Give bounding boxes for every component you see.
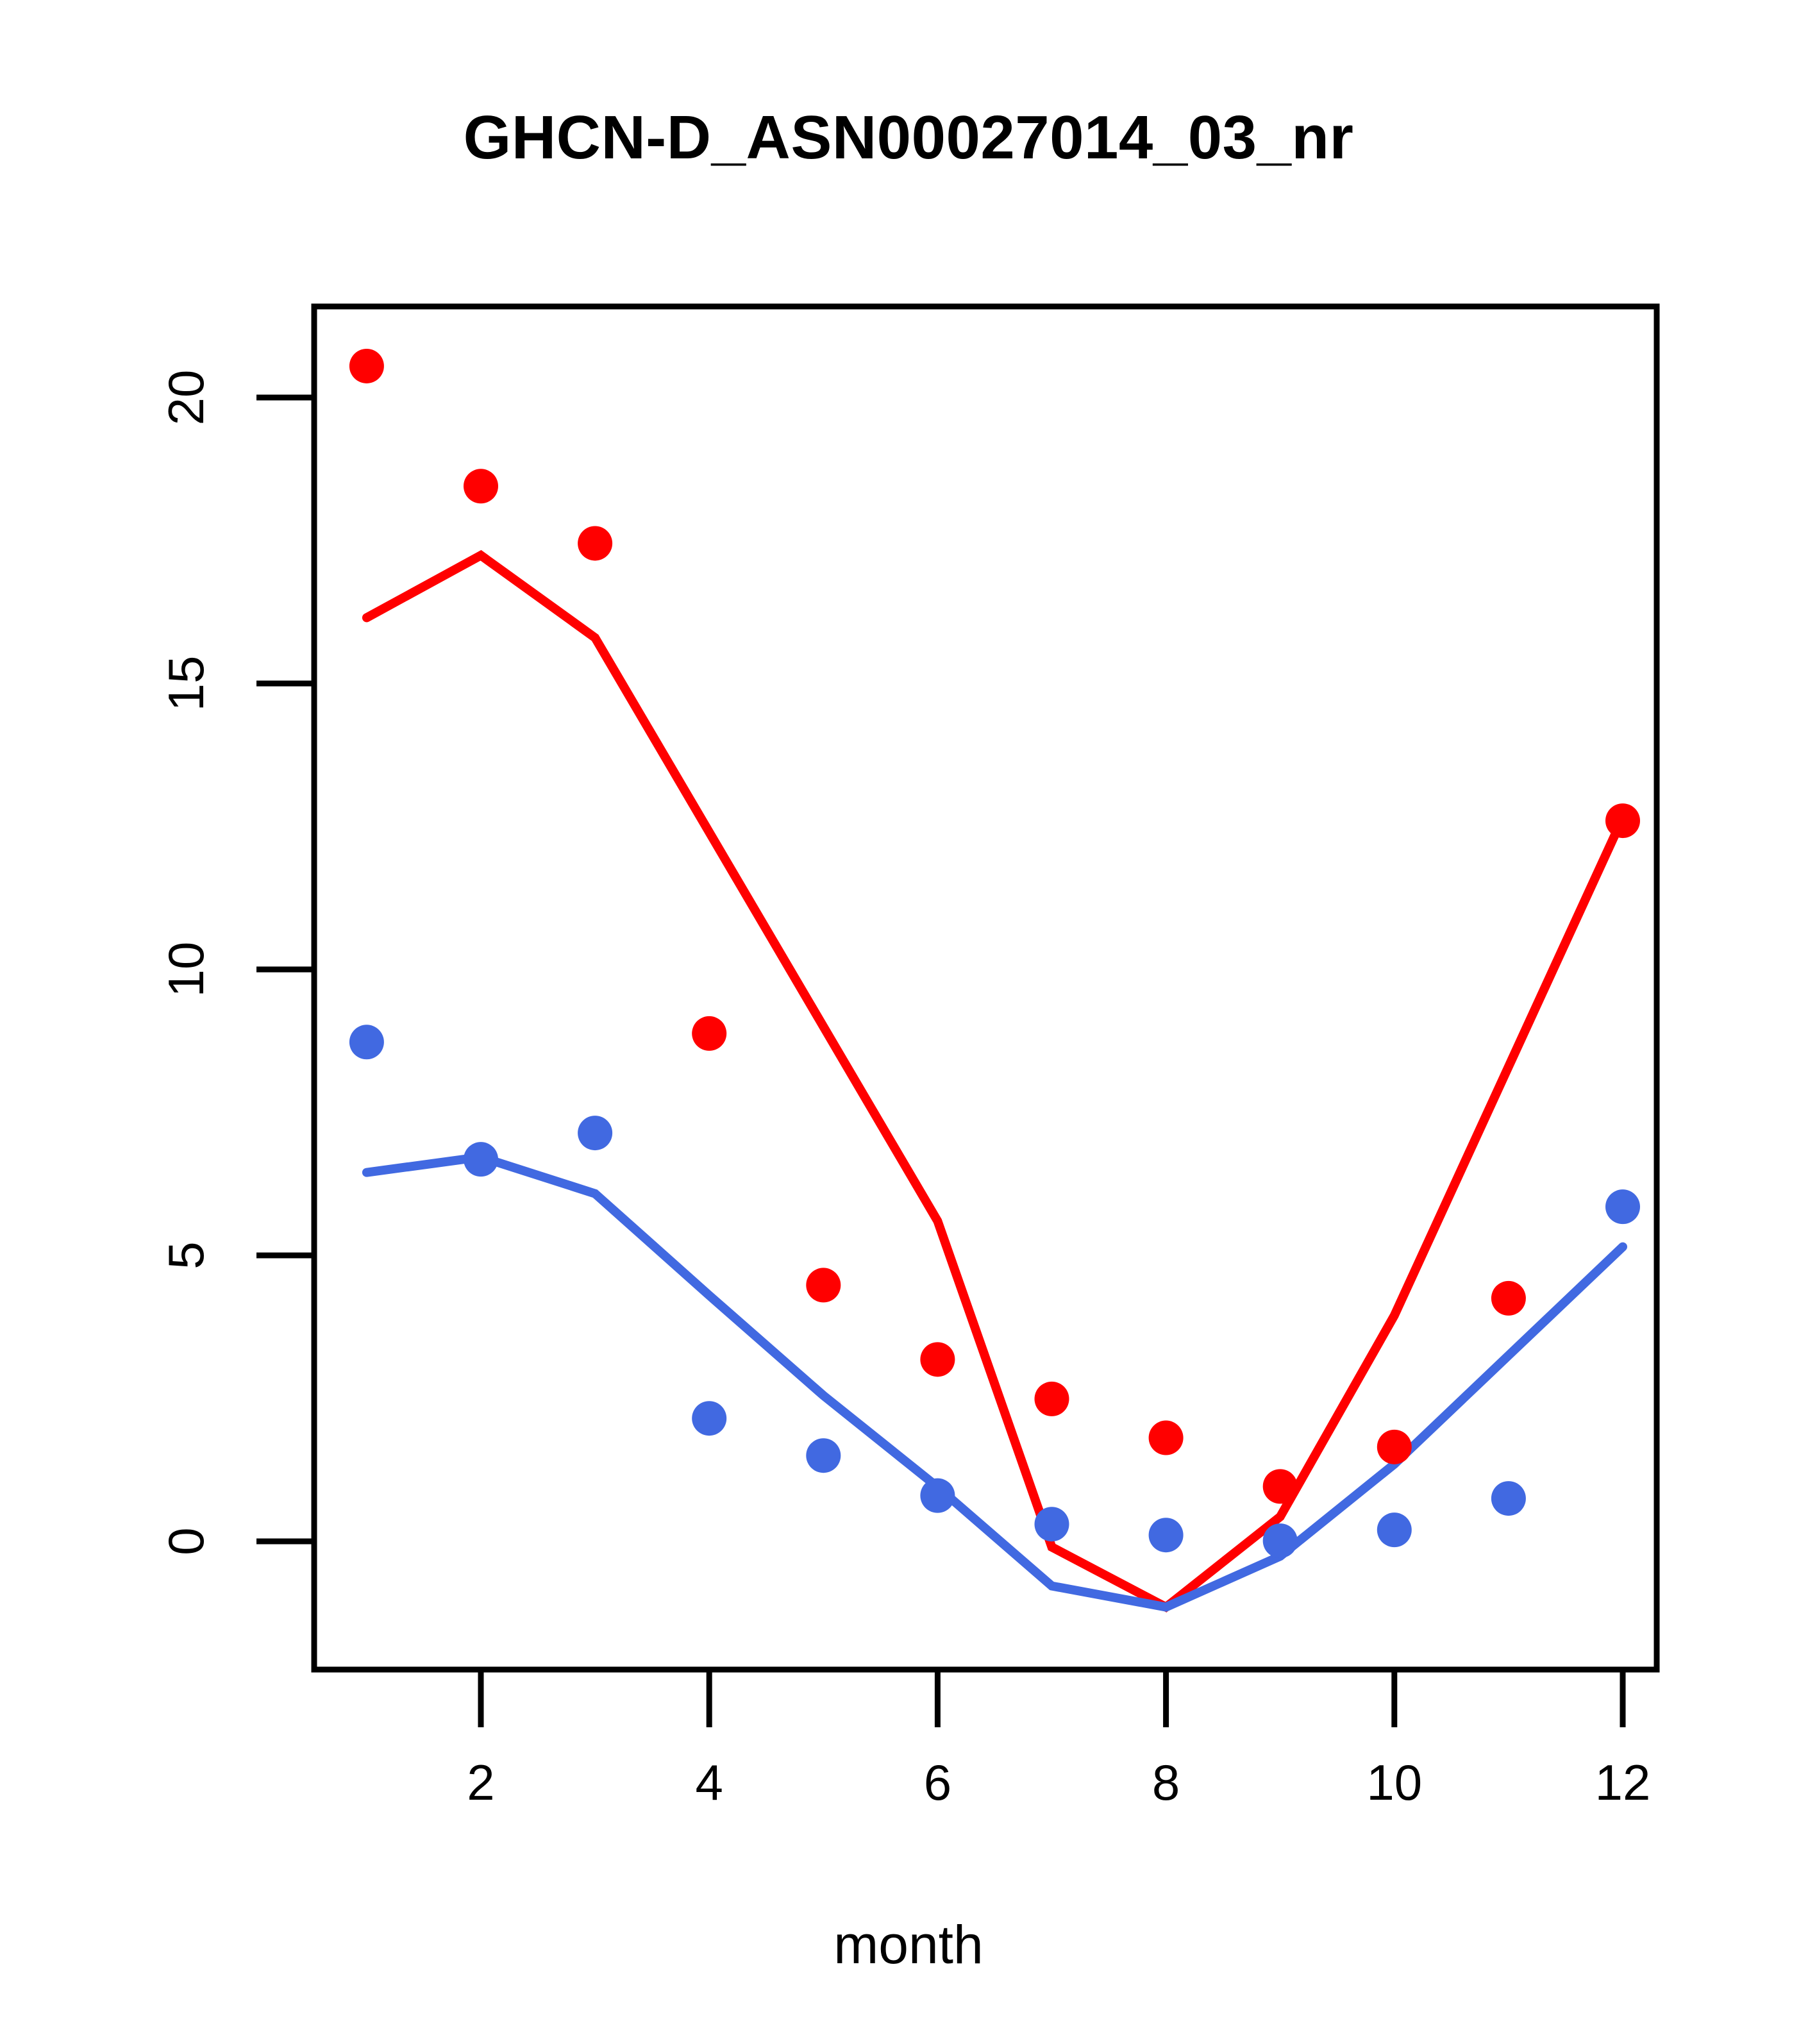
x-tick-label: 8: [1151, 1754, 1180, 1811]
x-tick-label: 12: [1595, 1754, 1651, 1811]
red-points-marker: [806, 1268, 841, 1303]
x-tick-label: 10: [1366, 1754, 1423, 1811]
x-axis-ticks: [478, 1670, 1626, 1727]
blue-points-marker: [1262, 1523, 1298, 1559]
x-tick-label: 2: [467, 1754, 495, 1811]
red-points-marker: [1034, 1381, 1069, 1416]
x-tick-label: 6: [923, 1754, 952, 1811]
y-tick-label: 10: [158, 941, 214, 998]
blue-points-marker: [806, 1438, 841, 1473]
blue-line: [362, 1152, 1627, 1612]
x-axis-title: month: [833, 1914, 984, 1975]
series-lines: [362, 549, 1627, 1613]
red-line: [362, 549, 1627, 1613]
blue-points-marker: [920, 1478, 955, 1513]
red-points-marker: [1491, 1280, 1526, 1316]
blue-points-marker: [692, 1401, 727, 1436]
red-points-marker: [692, 1016, 727, 1051]
x-tick-label: 4: [695, 1754, 723, 1811]
blue-points-marker: [578, 1116, 613, 1151]
blue-points-marker: [1034, 1507, 1069, 1542]
y-tick-label: 0: [158, 1527, 214, 1555]
red-points-marker: [920, 1342, 955, 1377]
red-points-marker: [578, 526, 613, 561]
blue-points-marker: [464, 1142, 498, 1177]
red-points-marker: [1148, 1420, 1184, 1455]
y-tick-label: 15: [158, 655, 214, 712]
red-points-marker: [349, 348, 384, 383]
blue-points-marker: [1148, 1518, 1184, 1553]
red-points-marker: [1605, 803, 1640, 839]
red-points-marker: [464, 469, 498, 504]
y-axis-ticks: [256, 394, 314, 1545]
red-points-marker: [1262, 1469, 1298, 1504]
blue-points-marker: [349, 1025, 384, 1060]
blue-points-marker: [1605, 1189, 1640, 1225]
blue-points-marker: [1491, 1481, 1526, 1516]
y-tick-label: 20: [158, 369, 214, 426]
series-points: [349, 348, 1640, 1559]
red-points-marker: [1377, 1429, 1412, 1464]
plot-frame: [311, 303, 1660, 1673]
blue-points-marker: [1377, 1512, 1412, 1548]
chart-title: GHCN-D_ASN00027014_03_nr: [463, 103, 1354, 172]
y-tick-label: 5: [158, 1241, 214, 1269]
